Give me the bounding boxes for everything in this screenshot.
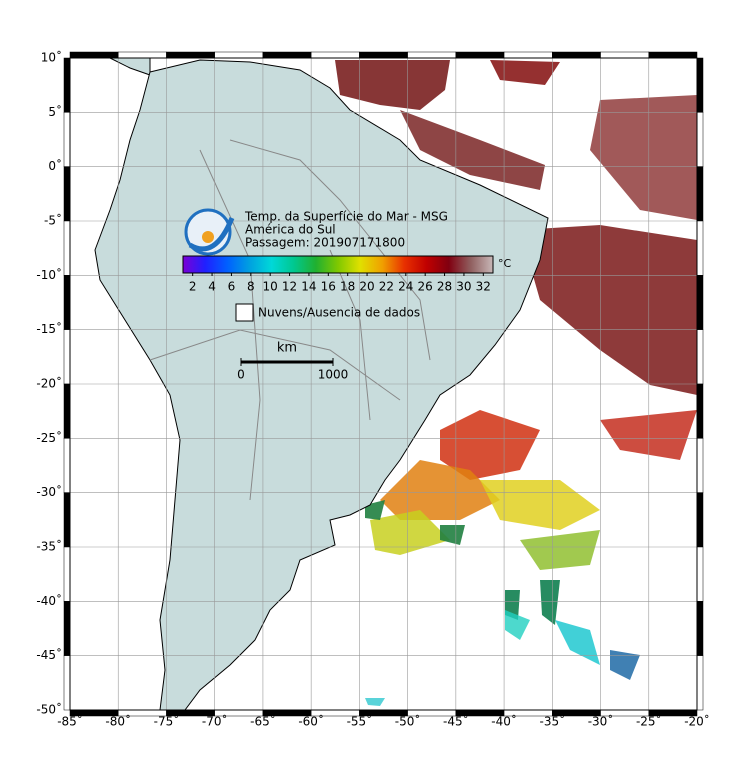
lon-tick-label: -25˚ (636, 714, 662, 729)
frame-segment (63, 57, 71, 113)
frame-segment (166, 51, 215, 59)
frame-segment (696, 655, 704, 711)
legend-label: Nuvens/Ausencia de dados (258, 306, 420, 320)
lat-tick-label: -50˚ (36, 702, 62, 717)
frame-segment (69, 51, 119, 59)
lat-tick-label: 5˚ (48, 104, 62, 119)
frame-segment (262, 51, 312, 59)
colorbar-tick-label: 20 (359, 280, 374, 294)
lat-tick-label: 0˚ (48, 158, 62, 173)
logo (184, 208, 235, 256)
colorbar-tick-label: 32 (476, 280, 491, 294)
frame-segment (696, 112, 704, 167)
colorbar-tick-label: 18 (340, 280, 355, 294)
graticule (69, 57, 698, 711)
colorbar-tick-label: 28 (437, 280, 452, 294)
colorbar-tick-label: 6 (228, 280, 236, 294)
frame-segment (63, 655, 71, 711)
frame (63, 51, 704, 717)
lon-tick-label: -75˚ (154, 714, 180, 729)
lon-tick-label: -85˚ (57, 714, 83, 729)
frame-segment (63, 601, 71, 656)
lon-tick-label: -50˚ (395, 714, 421, 729)
title-line: Temp. da Superfície do Mar - MSG (244, 210, 448, 224)
title-line: América do Sul (245, 223, 336, 237)
lon-tick-label: -65˚ (250, 714, 276, 729)
frame-segment (63, 220, 71, 276)
lat-tick-label: 10˚ (41, 50, 62, 65)
colorbar-tick-label: 30 (456, 280, 471, 294)
frame-segment (63, 492, 71, 548)
colorbar: 2 4 6 8 10 12 14 16 18 20 22 24 26 28 30 32 (182, 255, 494, 294)
frame-segment (63, 546, 71, 602)
frame-segment (359, 51, 408, 59)
scale-bar: 0 1000 (237, 358, 348, 382)
colorbar-tick-label: 26 (418, 280, 433, 294)
frame-segment (696, 329, 704, 385)
lat-tick-label: -45˚ (36, 647, 62, 662)
colorbar-tick-label: 24 (398, 280, 413, 294)
lat-tick-label: -40˚ (36, 593, 62, 608)
lon-tick-label: -30˚ (588, 714, 614, 729)
colorbar-tick-label: 22 (379, 280, 394, 294)
frame-segment (117, 51, 167, 59)
scale-tick-label: 0 (237, 368, 245, 382)
lat-tick-label: -10˚ (36, 267, 62, 282)
colorbar-tick-label: 10 (263, 280, 278, 294)
frame-segment (214, 51, 264, 59)
frame-segment (648, 51, 698, 59)
colorbar-unit: °C (498, 257, 512, 270)
scale-unit: km (277, 341, 297, 356)
lon-tick-label: -40˚ (491, 714, 517, 729)
tick-labels: -85˚ -80˚ -75˚ -70˚ -65˚ -60˚ -55˚ -50˚ -45˚ -40˚… (36, 50, 709, 729)
lon-tick-label: -35˚ (540, 714, 566, 729)
lon-tick-label: -45˚ (443, 714, 469, 729)
sst-patches (335, 60, 697, 706)
frame-segment (696, 57, 704, 113)
frame-segment (63, 166, 71, 222)
frame-segment (696, 492, 704, 548)
frame-segment (696, 166, 704, 222)
frame-segment (63, 329, 71, 385)
lat-tick-label: -5˚ (44, 213, 62, 228)
frame-segment (600, 51, 650, 59)
colorbar-tick-label: 8 (247, 280, 255, 294)
lon-tick-label: -60˚ (298, 714, 324, 729)
frame-segment (407, 51, 457, 59)
frame-segment (63, 438, 71, 493)
frame-segment (696, 275, 704, 330)
frame-segment (63, 112, 71, 167)
frame-segment (455, 51, 505, 59)
lat-tick-label: -30˚ (36, 484, 62, 499)
lon-tick-label: -55˚ (347, 714, 373, 729)
frame-segment (696, 601, 704, 656)
title-line: Passagem: 201907171800 (245, 236, 405, 250)
scale-tick-label: 1000 (318, 368, 349, 382)
frame-segment (696, 438, 704, 493)
colorbar-tick-label: 12 (282, 280, 297, 294)
frame-segment (696, 220, 704, 276)
frame-segment (696, 546, 704, 602)
frame-border (69, 57, 698, 711)
colorbar-tick-label: 2 (189, 280, 197, 294)
frame-segment (552, 51, 601, 59)
colorbar-tick-label: 14 (301, 280, 316, 294)
lat-tick-label: -25˚ (36, 430, 62, 445)
lat-tick-label: -35˚ (36, 539, 62, 554)
frame-segment (63, 275, 71, 330)
frame-segment (503, 51, 553, 59)
frame-segment (310, 51, 360, 59)
lat-tick-label: -15˚ (36, 321, 62, 336)
colorbar-fill (182, 255, 494, 274)
legend-swatch (235, 303, 254, 322)
colorbar-tick-label: 16 (321, 280, 336, 294)
frame-segment (63, 383, 71, 439)
colorbar-tick-label: 4 (208, 280, 216, 294)
lon-tick-label: -80˚ (105, 714, 131, 729)
lon-tick-label: -20˚ (684, 714, 710, 729)
frame-segment (696, 383, 704, 439)
lat-tick-label: -20˚ (36, 376, 62, 391)
lon-tick-label: -70˚ (202, 714, 228, 729)
